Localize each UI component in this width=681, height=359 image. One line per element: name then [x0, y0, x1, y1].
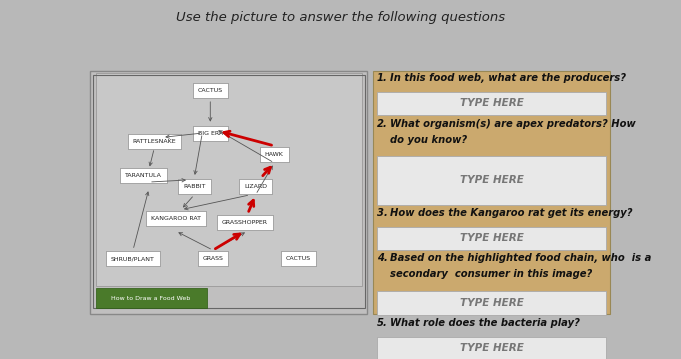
Text: RABBIT: RABBIT — [183, 184, 206, 189]
Text: 2.: 2. — [377, 118, 387, 129]
Text: CACTUS: CACTUS — [285, 256, 311, 261]
Text: TYPE HERE: TYPE HERE — [460, 175, 524, 185]
Text: KANGAROO RAT: KANGAROO RAT — [151, 216, 201, 221]
Text: secondary  consumer in this image?: secondary consumer in this image? — [390, 269, 592, 279]
FancyBboxPatch shape — [373, 71, 610, 314]
Text: TYPE HERE: TYPE HERE — [460, 98, 524, 108]
Text: CACTUS: CACTUS — [197, 88, 223, 93]
Text: What organism(s) are apex predators? How: What organism(s) are apex predators? How — [390, 118, 636, 129]
FancyBboxPatch shape — [377, 227, 606, 250]
Text: BIG ERA: BIG ERA — [197, 131, 223, 136]
Text: SHRUB/PLANT: SHRUB/PLANT — [111, 256, 155, 261]
Text: do you know?: do you know? — [390, 135, 467, 145]
FancyBboxPatch shape — [377, 337, 606, 359]
FancyBboxPatch shape — [377, 156, 606, 205]
Text: Use the picture to answer the following questions: Use the picture to answer the following … — [176, 11, 505, 24]
FancyBboxPatch shape — [95, 74, 362, 286]
FancyBboxPatch shape — [377, 291, 606, 314]
Text: 3.: 3. — [377, 208, 387, 218]
Text: 1.: 1. — [377, 73, 387, 83]
Text: GRASSHOPPER: GRASSHOPPER — [222, 220, 268, 225]
Text: RATTLESNAKE: RATTLESNAKE — [133, 139, 176, 144]
FancyBboxPatch shape — [95, 288, 206, 308]
Text: HAWK: HAWK — [265, 152, 284, 157]
Text: How does the Kangaroo rat get its energy?: How does the Kangaroo rat get its energy… — [390, 208, 633, 218]
Text: What role does the bacteria play?: What role does the bacteria play? — [390, 318, 580, 328]
Text: TYPE HERE: TYPE HERE — [460, 298, 524, 308]
Text: In this food web, what are the producers?: In this food web, what are the producers… — [390, 73, 626, 83]
FancyBboxPatch shape — [377, 92, 606, 115]
Text: 5.: 5. — [377, 318, 387, 328]
Text: TYPE HERE: TYPE HERE — [460, 233, 524, 243]
Text: Based on the highlighted food chain, who  is a: Based on the highlighted food chain, who… — [390, 253, 652, 264]
Text: GRASS: GRASS — [202, 256, 223, 261]
FancyBboxPatch shape — [91, 71, 368, 314]
Text: TARANTULA: TARANTULA — [125, 173, 162, 178]
Text: How to Draw a Food Web: How to Draw a Food Web — [112, 295, 191, 300]
Text: LIZARD: LIZARD — [244, 184, 267, 189]
Text: TYPE HERE: TYPE HERE — [460, 344, 524, 353]
Text: 4.: 4. — [377, 253, 387, 264]
